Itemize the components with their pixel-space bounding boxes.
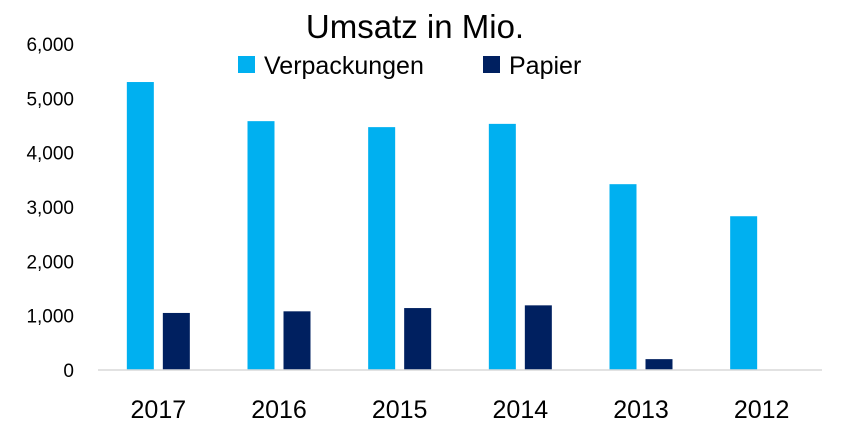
x-tick-label: 2012 [734, 396, 790, 424]
y-tick-label: 6,000 [26, 35, 74, 56]
bar-verpackungen-2016 [247, 121, 275, 370]
bar-papier-2016 [283, 311, 311, 370]
bar-papier-2015 [404, 308, 432, 370]
x-tick-label: 2017 [131, 396, 187, 424]
legend-label-verpackungen: Verpackungen [264, 52, 424, 80]
x-axis: 2017 2016 2015 2014 2013 2012 [131, 396, 790, 424]
y-tick-label: 2,000 [26, 252, 74, 273]
x-tick-label: 2014 [493, 396, 549, 424]
bar-papier-2013 [645, 359, 673, 370]
bar-verpackungen-2015 [368, 127, 396, 370]
chart-title: Umsatz in Mio. [306, 8, 524, 45]
x-tick-label: 2013 [613, 396, 669, 424]
legend-swatch-verpackungen [238, 56, 255, 73]
y-tick-label: 3,000 [26, 198, 74, 219]
bar-verpackungen-2014 [488, 123, 516, 371]
bar-papier-2014 [524, 305, 552, 370]
bar-verpackungen-2017 [126, 82, 154, 371]
y-tick-label: 1,000 [26, 307, 74, 328]
y-tick-label: 5,000 [26, 89, 74, 110]
legend-label-papier: Papier [509, 52, 581, 80]
bars [126, 82, 758, 371]
legend: Verpackungen Papier [238, 52, 581, 80]
bar-verpackungen-2012 [730, 216, 758, 370]
y-axis: 0 1,000 2,000 3,000 4,000 5,000 6,000 [26, 35, 74, 382]
y-tick-label: 4,000 [26, 144, 74, 165]
bar-verpackungen-2013 [609, 184, 637, 370]
legend-swatch-papier [483, 56, 500, 73]
x-tick-label: 2015 [372, 396, 428, 424]
bar-papier-2017 [162, 312, 190, 370]
x-tick-label: 2016 [251, 396, 307, 424]
y-tick-label: 0 [63, 361, 74, 382]
